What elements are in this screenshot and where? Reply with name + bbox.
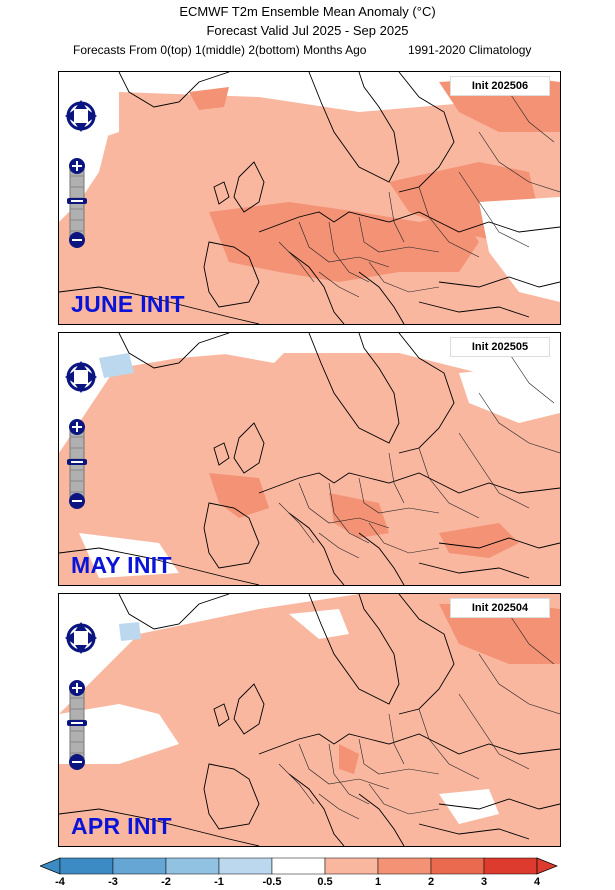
map-panel-june[interactable]: Init 202506 JUNE INIT bbox=[58, 71, 561, 325]
forecast-note: Forecasts From 0(top) 1(middle) 2(bottom… bbox=[73, 43, 367, 57]
zoom-slider[interactable] bbox=[67, 680, 87, 770]
init-code: Init 202505 bbox=[450, 337, 550, 357]
colorbar-segment bbox=[59, 857, 114, 875]
map-panel-may[interactable]: Init 202505 MAY INIT bbox=[58, 332, 561, 586]
map-subtitle: Forecast Valid Jul 2025 - Sep 2025 bbox=[206, 23, 409, 38]
colorbar-tick-label: -2 bbox=[161, 876, 171, 888]
pan-arrows-icon[interactable] bbox=[63, 98, 99, 134]
init-code: Init 202504 bbox=[450, 598, 550, 618]
colorbar-tick-label: 4 bbox=[533, 876, 541, 888]
colorbar-segment bbox=[165, 857, 220, 875]
colorbar-segment bbox=[112, 857, 167, 875]
pan-arrows-icon[interactable] bbox=[63, 359, 99, 395]
anomaly-map bbox=[59, 333, 560, 585]
colorbar-tick-label: 0.5 bbox=[317, 876, 333, 888]
init-label: JUNE INIT bbox=[71, 291, 185, 317]
anomaly-map bbox=[59, 72, 560, 324]
colorbar-segment bbox=[483, 857, 538, 875]
anomaly-map bbox=[59, 594, 560, 846]
colorbar-segment bbox=[377, 857, 432, 875]
pan-arrows-icon[interactable] bbox=[63, 620, 99, 656]
colorbar-segment bbox=[271, 857, 326, 875]
init-label: MAY INIT bbox=[71, 552, 172, 578]
colorbar-tick-label: -1 bbox=[214, 876, 224, 888]
colorbar-tick-label: 2 bbox=[427, 876, 435, 888]
init-label: APR INIT bbox=[71, 813, 172, 839]
zoom-slider[interactable] bbox=[67, 158, 87, 248]
colorbar bbox=[40, 857, 558, 875]
colorbar-tick-label: -0.5 bbox=[262, 876, 282, 888]
colorbar-tick-label: -3 bbox=[108, 876, 118, 888]
colorbar-segment bbox=[430, 857, 485, 875]
map-panel-april[interactable]: Init 202504 APR INIT bbox=[58, 593, 561, 847]
colorbar-segment bbox=[324, 857, 379, 875]
climatology-note: 1991-2020 Climatology bbox=[408, 43, 532, 57]
colorbar-tick-label: 1 bbox=[374, 876, 382, 888]
init-code: Init 202506 bbox=[450, 76, 550, 96]
colorbar-segment bbox=[218, 857, 273, 875]
colorbar-tick-label: 3 bbox=[480, 876, 488, 888]
map-title: ECMWF T2m Ensemble Mean Anomaly (°C) bbox=[179, 4, 436, 19]
zoom-slider[interactable] bbox=[67, 419, 87, 509]
colorbar-tick-label: -4 bbox=[55, 876, 65, 888]
